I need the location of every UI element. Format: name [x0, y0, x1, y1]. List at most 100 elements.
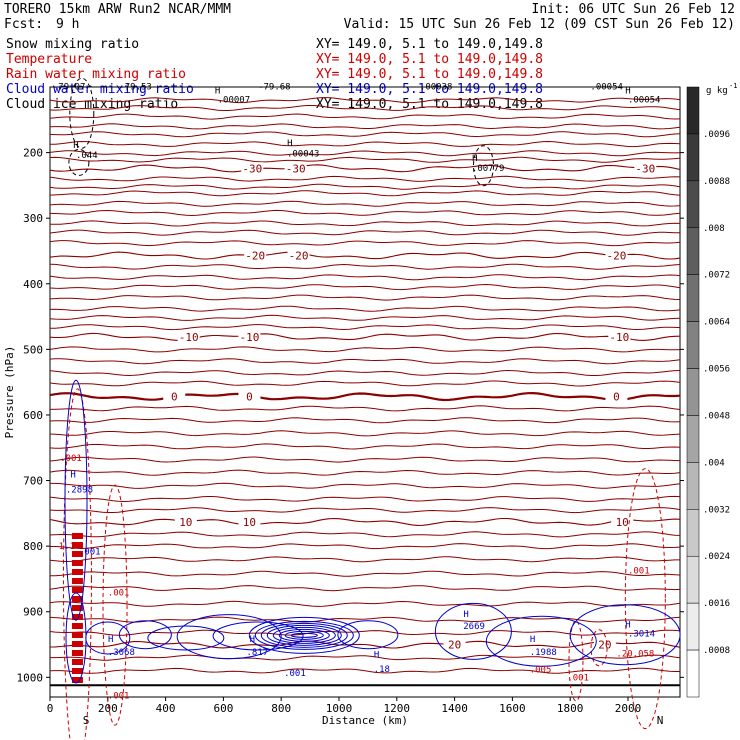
rain-contour	[62, 388, 92, 740]
maximum-value-label: .001	[79, 548, 101, 558]
temperature-isoline	[49, 417, 681, 424]
colorbar-label: .0024	[703, 552, 730, 562]
maximum-value-label: .20.058	[616, 649, 654, 659]
colorbar-segment	[686, 180, 700, 229]
maximum-value-label: 1.1	[59, 542, 75, 552]
temperature-contour	[49, 391, 681, 402]
top-annotation: -79.07	[53, 83, 86, 93]
temperature-label: -10	[609, 331, 629, 344]
y-tick-label: 1000	[17, 671, 44, 684]
legend-name: Rain water mixing ratio	[6, 67, 186, 82]
cloud-water-contour	[212, 621, 304, 651]
cloud-water-contour	[337, 620, 399, 650]
colorbar-segment	[686, 321, 700, 369]
temperature-isoline	[50, 482, 681, 489]
maximum-value-label: .18	[374, 665, 390, 675]
temperature-label-bg	[238, 330, 261, 344]
temperature-isoline	[49, 283, 681, 291]
colorbar-segment	[686, 368, 700, 416]
temperature-label-bg	[593, 638, 616, 652]
temperature-isoline	[49, 667, 680, 674]
plot-frame	[49, 86, 681, 698]
maximum-value-label: .00007	[218, 96, 251, 106]
maximum-marker: H	[625, 620, 630, 630]
maximum-value-label: .3068	[108, 648, 135, 658]
x-tick-label: 600	[213, 702, 233, 715]
cloud-water-contour	[434, 602, 512, 660]
maximum-value-label: .001	[108, 691, 130, 701]
colorbar-label: .0064	[703, 318, 730, 328]
top-annotation: .00038	[420, 83, 453, 93]
maximum-value-label: .044	[76, 151, 98, 161]
maximum-marker: H	[287, 139, 292, 149]
colorbar-segment	[686, 227, 700, 275]
temperature-isoline	[49, 156, 681, 163]
temperature-isoline	[49, 263, 681, 270]
north-label: N	[657, 714, 664, 727]
temperature-label-bg	[611, 515, 634, 529]
temperature-isoline	[49, 131, 681, 138]
maximum-value-label: .00054	[628, 96, 661, 106]
maximum-value-label: .817	[247, 648, 269, 658]
temperature-label: -20	[245, 250, 265, 263]
temperature-isoline	[49, 220, 681, 227]
legend-coords: XY= 149.0, 5.1 to 149.0,149.8	[316, 52, 543, 67]
temperature-isoline	[49, 456, 681, 463]
maximum-marker: H	[73, 141, 78, 151]
maximum-value-label: .001	[284, 669, 306, 679]
fcst-value: 9 h	[56, 17, 79, 32]
temperature-isoline	[49, 507, 681, 514]
temperature-label-bg	[634, 162, 657, 176]
x-tick-label: 1200	[384, 702, 411, 715]
temperature-label-bg	[287, 249, 310, 263]
cloud-water-contour	[254, 620, 354, 650]
temperature-label: 0	[246, 391, 253, 404]
rain-contour	[590, 629, 608, 667]
temperature-label-bg	[238, 515, 261, 529]
temperature-isoline	[49, 600, 681, 607]
y-tick-label: 400	[23, 278, 43, 291]
cloud-water-contour	[278, 628, 330, 642]
temperature-contour	[49, 251, 681, 260]
x-tick-label: 800	[271, 702, 291, 715]
colorbar-label: .0008	[703, 646, 730, 656]
rain-contour	[102, 484, 128, 726]
temperature-label-bg	[244, 249, 267, 263]
maximum-marker: H	[108, 635, 113, 645]
temperature-contour	[49, 332, 681, 341]
temperature-isoline	[49, 495, 681, 503]
temperature-isoline	[49, 443, 681, 450]
cloud-water-contour	[85, 621, 131, 655]
temperature-isoline	[49, 150, 681, 157]
temperature-isoline	[49, 369, 681, 377]
colorbar-label: .008	[703, 224, 725, 234]
maximum-value-label: .00779	[472, 164, 505, 174]
maximum-marker: H	[70, 470, 75, 480]
maximum-marker: H	[472, 154, 477, 164]
legend-name: Snow mixing ratio	[6, 37, 139, 52]
temperature-isoline	[50, 543, 681, 550]
legend-coords: XY= 149.0, 5.1 to 149.0,149.8	[316, 67, 543, 82]
colorbar-segment	[686, 509, 700, 557]
temperature-isoline	[49, 183, 681, 190]
temperature-label: -30	[286, 162, 306, 175]
colorbar-segment	[686, 555, 700, 604]
x-tick-label: 2000	[615, 702, 642, 715]
temperature-label: -30	[635, 162, 655, 175]
temperature-contour	[49, 517, 681, 526]
colorbar-unit: g kg	[706, 86, 728, 96]
temperature-label: 20	[598, 639, 611, 652]
temperature-isoline	[49, 240, 681, 247]
legend-name: Temperature	[6, 52, 92, 67]
fcst-label: Fcst:	[4, 17, 43, 32]
colorbar-label: .0072	[703, 271, 730, 281]
temperature-isoline	[49, 531, 681, 538]
init-time: Init: 06 UTC Sun 26 Feb 12	[532, 2, 736, 17]
maximum-marker: H	[215, 87, 220, 97]
temperature-isoline	[49, 200, 681, 207]
colorbar-segment	[686, 415, 700, 463]
cloud-water-contour	[485, 615, 597, 667]
cloud-water-contour	[64, 379, 88, 621]
colorbar-segment	[686, 86, 700, 135]
y-tick-label: 800	[23, 540, 43, 553]
